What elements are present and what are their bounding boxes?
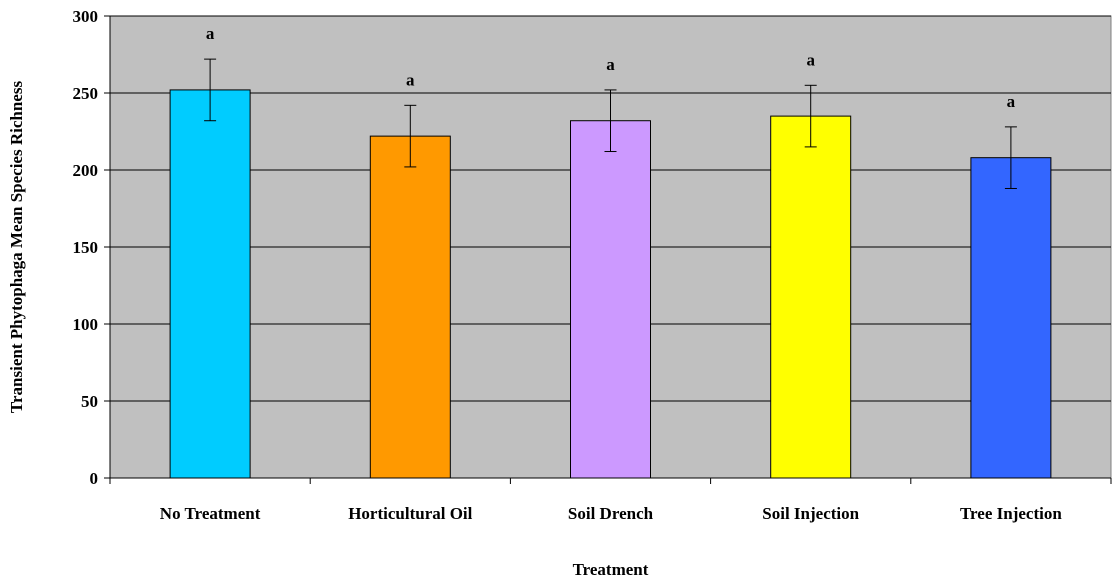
y-tick-label: 0 [90, 469, 99, 488]
y-tick-label: 50 [81, 392, 98, 411]
y-tick-label: 300 [73, 7, 99, 26]
significance-label: a [806, 50, 815, 69]
y-axis-title: Transient Phytophaga Mean Species Richne… [7, 81, 26, 414]
axes [104, 15, 1112, 484]
y-tick-label: 250 [73, 84, 99, 103]
x-axis-title: Treatment [573, 560, 649, 579]
significance-label: a [406, 70, 415, 89]
bar-soil-injection [770, 115, 852, 479]
x-tick-labels: No Treatment Horticultural Oil Soil Drench… [160, 504, 1063, 523]
bar-no-treatment [169, 89, 251, 479]
x-tick-label: Soil Injection [762, 504, 859, 523]
y-tick-label: 150 [73, 238, 99, 257]
bar-soil-drench [570, 120, 651, 479]
significance-label: a [1007, 92, 1016, 111]
x-tick-label: Horticultural Oil [348, 504, 472, 523]
y-tick-label: 100 [73, 315, 99, 334]
x-tick-label: Soil Drench [568, 504, 654, 523]
significance-labels: a a a a a [206, 24, 1016, 111]
error-bars [204, 58, 1017, 189]
y-tick-label: 200 [73, 161, 99, 180]
bar-horticultural-oil [369, 135, 451, 479]
x-tick-label: Tree Injection [960, 504, 1062, 523]
x-tick-label: No Treatment [160, 504, 261, 523]
significance-label: a [606, 55, 615, 74]
significance-label: a [206, 24, 215, 43]
bar-tree-injection [970, 157, 1052, 479]
y-tick-labels: 0 50 100 150 200 250 300 [73, 7, 99, 488]
